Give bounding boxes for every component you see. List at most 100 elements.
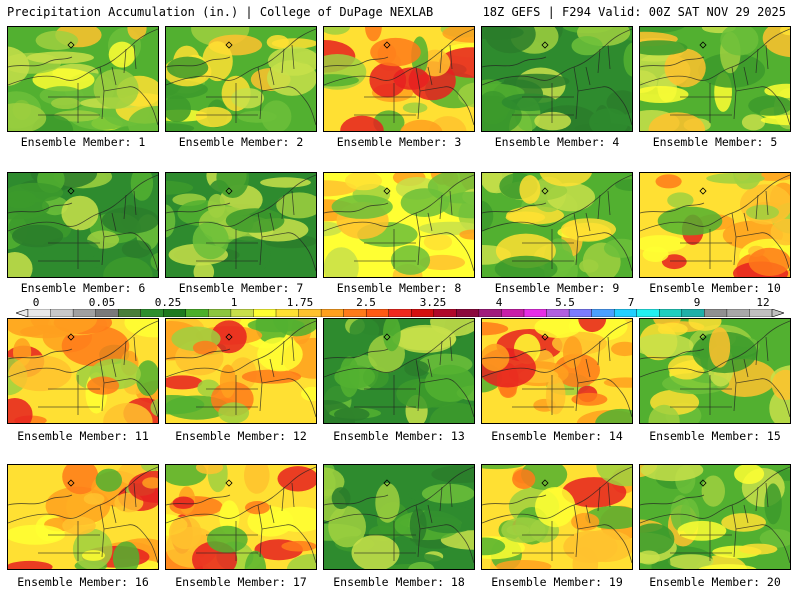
boundary-line (48, 504, 158, 564)
ensemble-member-label: Ensemble Member: 17 (175, 575, 307, 589)
precip-blob (166, 180, 194, 195)
precip-blob (571, 392, 608, 406)
precip-blob (82, 550, 105, 561)
precip-blob (8, 524, 66, 545)
boundary-line (166, 348, 231, 360)
colorbar-swatch (50, 309, 74, 317)
precip-blob (192, 340, 218, 355)
station-marker (541, 41, 549, 49)
boundary-line (670, 482, 769, 554)
colorbar-tick-label: 12 (756, 296, 770, 309)
ensemble-member-label: Ensemble Member: 10 (649, 281, 781, 295)
precip-blob (418, 221, 474, 235)
precip-blob (394, 539, 417, 551)
colorbar-swatch (613, 309, 638, 317)
precip-blob (419, 254, 466, 271)
precip-blob (589, 108, 629, 131)
ensemble-member-label: Ensemble Member: 5 (652, 135, 778, 149)
boundary-line (324, 494, 389, 506)
precip-blob (61, 325, 130, 367)
boundary-line (512, 190, 611, 262)
precip-field (8, 27, 158, 131)
boundary-line (166, 494, 231, 506)
precip-blob (136, 360, 158, 396)
colorbar-tick-label: 0 (32, 296, 40, 309)
ensemble-member-label: Ensemble Member: 13 (333, 429, 465, 443)
precip-blob (331, 487, 351, 510)
precip-blob (124, 319, 158, 338)
precip-blob (640, 523, 675, 555)
precip-blob (345, 173, 382, 191)
station-marker (699, 41, 707, 49)
boundary-line (670, 190, 769, 262)
boundary-line (512, 482, 611, 554)
precip-blob (442, 27, 474, 43)
precip-blob (424, 364, 474, 402)
precip-blob (503, 73, 570, 89)
precip-blob (561, 477, 627, 508)
station-marker (67, 187, 75, 195)
precip-blob (429, 402, 474, 423)
precip-blob (534, 319, 582, 338)
page-header: Precipitation Accumulation (in.) | Colle… (0, 0, 800, 22)
ensemble-member-label: Ensemble Member: 16 (17, 575, 149, 589)
precip-blob (127, 105, 158, 131)
precip-blob (770, 218, 790, 246)
station-marker (541, 187, 549, 195)
precip-blob (127, 27, 147, 40)
precip-blob (661, 254, 687, 270)
ensemble-member-map (323, 172, 475, 278)
precip-blob (534, 111, 572, 131)
precip-blob (8, 103, 47, 131)
boundary-line (680, 212, 790, 272)
ensemble-member-map (639, 318, 791, 424)
station-marker (383, 41, 391, 49)
precip-blob (746, 204, 779, 220)
colorbar-max-arrow (771, 309, 784, 317)
precip-field (640, 465, 790, 569)
precip-blob (640, 550, 660, 565)
precip-blob (32, 68, 95, 92)
ensemble-member-label: Ensemble Member: 11 (17, 429, 149, 443)
boundary-line (38, 190, 137, 262)
precip-blob (339, 356, 360, 398)
boundary-line (8, 494, 73, 506)
precip-blob (142, 477, 158, 489)
boundary-line (522, 358, 632, 418)
precip-blob (166, 375, 203, 390)
precip-blob (640, 86, 689, 103)
precip-blob (26, 51, 94, 64)
precip-blob (402, 102, 428, 114)
precip-blob (247, 319, 305, 333)
precip-blob (245, 501, 270, 515)
colorbar-swatch (568, 309, 593, 317)
precip-blob (423, 233, 453, 251)
colorbar-tick-label: 0.05 (88, 296, 116, 309)
boundary-line (196, 190, 295, 262)
boundary-line (512, 44, 611, 116)
colorbar-swatch (343, 309, 367, 317)
station-marker (67, 41, 75, 49)
precip-blob (640, 40, 688, 56)
colorbar-min-arrow (16, 309, 29, 317)
ensemble-member-map (165, 464, 317, 570)
precip-field (482, 173, 632, 277)
ensemble-member-label: Ensemble Member: 12 (175, 429, 307, 443)
boundary-line (324, 202, 389, 214)
precip-blob (409, 508, 427, 542)
precip-blob (192, 221, 229, 260)
boundary-line (364, 358, 474, 418)
boundary-line (196, 336, 295, 408)
precip-blob (324, 27, 351, 35)
ensemble-member-label: Ensemble Member: 4 (494, 135, 620, 149)
precip-blob (741, 114, 766, 131)
boundary-line (8, 348, 73, 360)
ensemble-member-label: Ensemble Member: 8 (336, 281, 462, 295)
station-marker (699, 479, 707, 487)
precip-blob (334, 407, 370, 422)
colorbar-swatch (388, 309, 412, 317)
ensemble-member-map (639, 464, 791, 570)
boundary-line (354, 190, 453, 262)
precip-blob (72, 528, 113, 569)
precip-blob (720, 27, 759, 56)
